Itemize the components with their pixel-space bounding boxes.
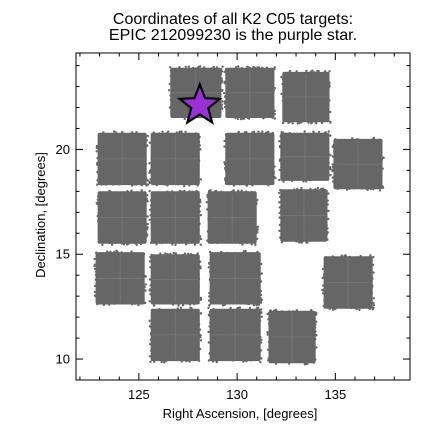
target-field-14 bbox=[148, 251, 203, 307]
target-field-4 bbox=[95, 130, 150, 187]
y-tick-label: 10 bbox=[56, 352, 70, 367]
chart-title-line-2: EPIC 212099230 is the purple star. bbox=[109, 27, 357, 44]
target-points bbox=[321, 254, 376, 311]
target-field-16 bbox=[321, 254, 376, 311]
target-points bbox=[148, 189, 203, 246]
target-field-8 bbox=[331, 136, 385, 192]
highlight-layer bbox=[176, 81, 223, 125]
target-field-11 bbox=[205, 189, 260, 246]
chart-title-line-1: Coordinates of all K2 C05 targets: bbox=[113, 11, 353, 28]
y-axis-label: Declination, [degrees] bbox=[33, 152, 48, 278]
target-field-12 bbox=[278, 186, 330, 244]
target-field-7 bbox=[278, 130, 332, 183]
target-field-10 bbox=[148, 189, 203, 246]
target-field-6 bbox=[223, 130, 277, 187]
target-points bbox=[278, 130, 332, 183]
target-fields bbox=[93, 65, 385, 366]
target-field-3 bbox=[280, 69, 332, 125]
target-points bbox=[266, 308, 318, 366]
target-points bbox=[148, 130, 203, 188]
target-points bbox=[207, 306, 263, 364]
target-points bbox=[223, 130, 277, 187]
plot-frame bbox=[75, 52, 411, 381]
target-field-13 bbox=[93, 249, 148, 307]
target-field-18 bbox=[207, 306, 263, 364]
x-tick-label: 135 bbox=[324, 387, 346, 402]
target-points bbox=[148, 251, 203, 307]
target-field-15 bbox=[207, 249, 264, 307]
target-field-9 bbox=[95, 189, 150, 247]
x-tick-label: 130 bbox=[226, 387, 248, 402]
target-points bbox=[205, 189, 260, 246]
x-tick-label: 125 bbox=[128, 387, 150, 402]
x-axis-label: Right Ascension, [degrees] bbox=[163, 406, 318, 421]
y-tick-label: 20 bbox=[56, 142, 70, 157]
target-points bbox=[95, 130, 150, 187]
target-field-2 bbox=[222, 65, 277, 121]
target-field-19 bbox=[266, 308, 318, 366]
target-field-5 bbox=[148, 130, 203, 188]
highlight-star bbox=[176, 81, 223, 125]
target-points bbox=[207, 249, 264, 307]
target-points bbox=[278, 186, 330, 244]
target-points bbox=[93, 249, 148, 307]
axes: 125 130 135 10 15 20 bbox=[56, 52, 411, 402]
y-tick-label: 15 bbox=[56, 247, 70, 262]
target-field-17 bbox=[148, 306, 203, 364]
